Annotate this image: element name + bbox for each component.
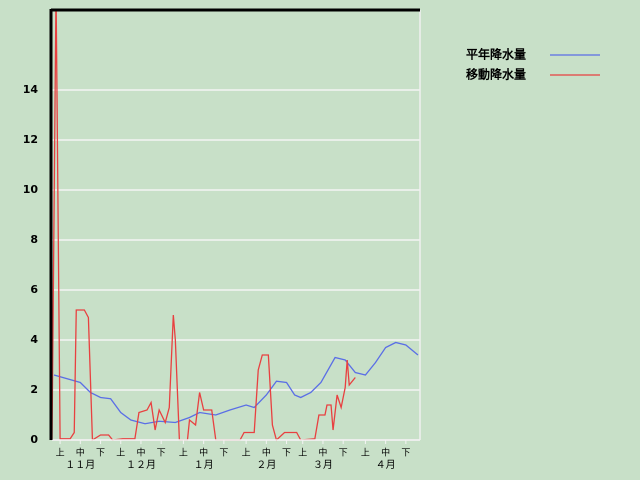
x-tick-label: 中 — [381, 447, 390, 459]
x-tick-label: 下 — [219, 449, 228, 459]
y-tick-label: 8 — [30, 233, 38, 246]
x-tick-label: 下 — [339, 449, 348, 459]
x-tick-label: 中 — [136, 447, 145, 459]
month-label: １２月 — [126, 459, 156, 471]
x-tick-label: 上 — [361, 448, 370, 459]
month-label: ３月 — [313, 459, 333, 471]
x-tick-label: 上 — [179, 448, 188, 459]
y-tick-label: 12 — [23, 133, 38, 146]
plot — [52, 10, 419, 442]
x-tick-label: 下 — [401, 449, 410, 459]
y-tick-label: 6 — [30, 283, 38, 296]
x-tick-label: 中 — [199, 447, 208, 459]
x-tick-label: 下 — [157, 449, 166, 459]
series-line — [52, 10, 356, 442]
legend-label: 平年降水量 — [466, 47, 526, 62]
x-tick-label: 中 — [262, 447, 271, 459]
month-label: １１月 — [65, 459, 95, 471]
month-label: ２月 — [256, 459, 276, 471]
x-tick-label: 下 — [282, 449, 291, 459]
labels: 02468101214上中下上中下上中下上中下上中下上中下１１月 １２月 １月 ２月 ３… — [23, 47, 600, 471]
y-tick-label: 10 — [23, 183, 39, 196]
x-tick-label: 上 — [298, 448, 307, 459]
x-tick-label: 下 — [96, 449, 105, 459]
y-tick-label: 14 — [23, 83, 39, 96]
x-tick-label: 上 — [56, 448, 65, 459]
x-tick-label: 上 — [242, 448, 251, 459]
month-label: ４月 — [376, 459, 396, 471]
y-tick-label: 4 — [30, 333, 38, 346]
x-tick-label: 上 — [116, 448, 125, 459]
y-tick-label: 2 — [30, 383, 38, 396]
x-tick-label: 中 — [76, 447, 85, 459]
month-label: １月 — [194, 459, 214, 471]
series-line — [53, 341, 419, 425]
y-tick-label: 0 — [30, 433, 38, 446]
x-tick-label: 中 — [318, 447, 327, 459]
legend-label: 移動降水量 — [466, 67, 526, 82]
